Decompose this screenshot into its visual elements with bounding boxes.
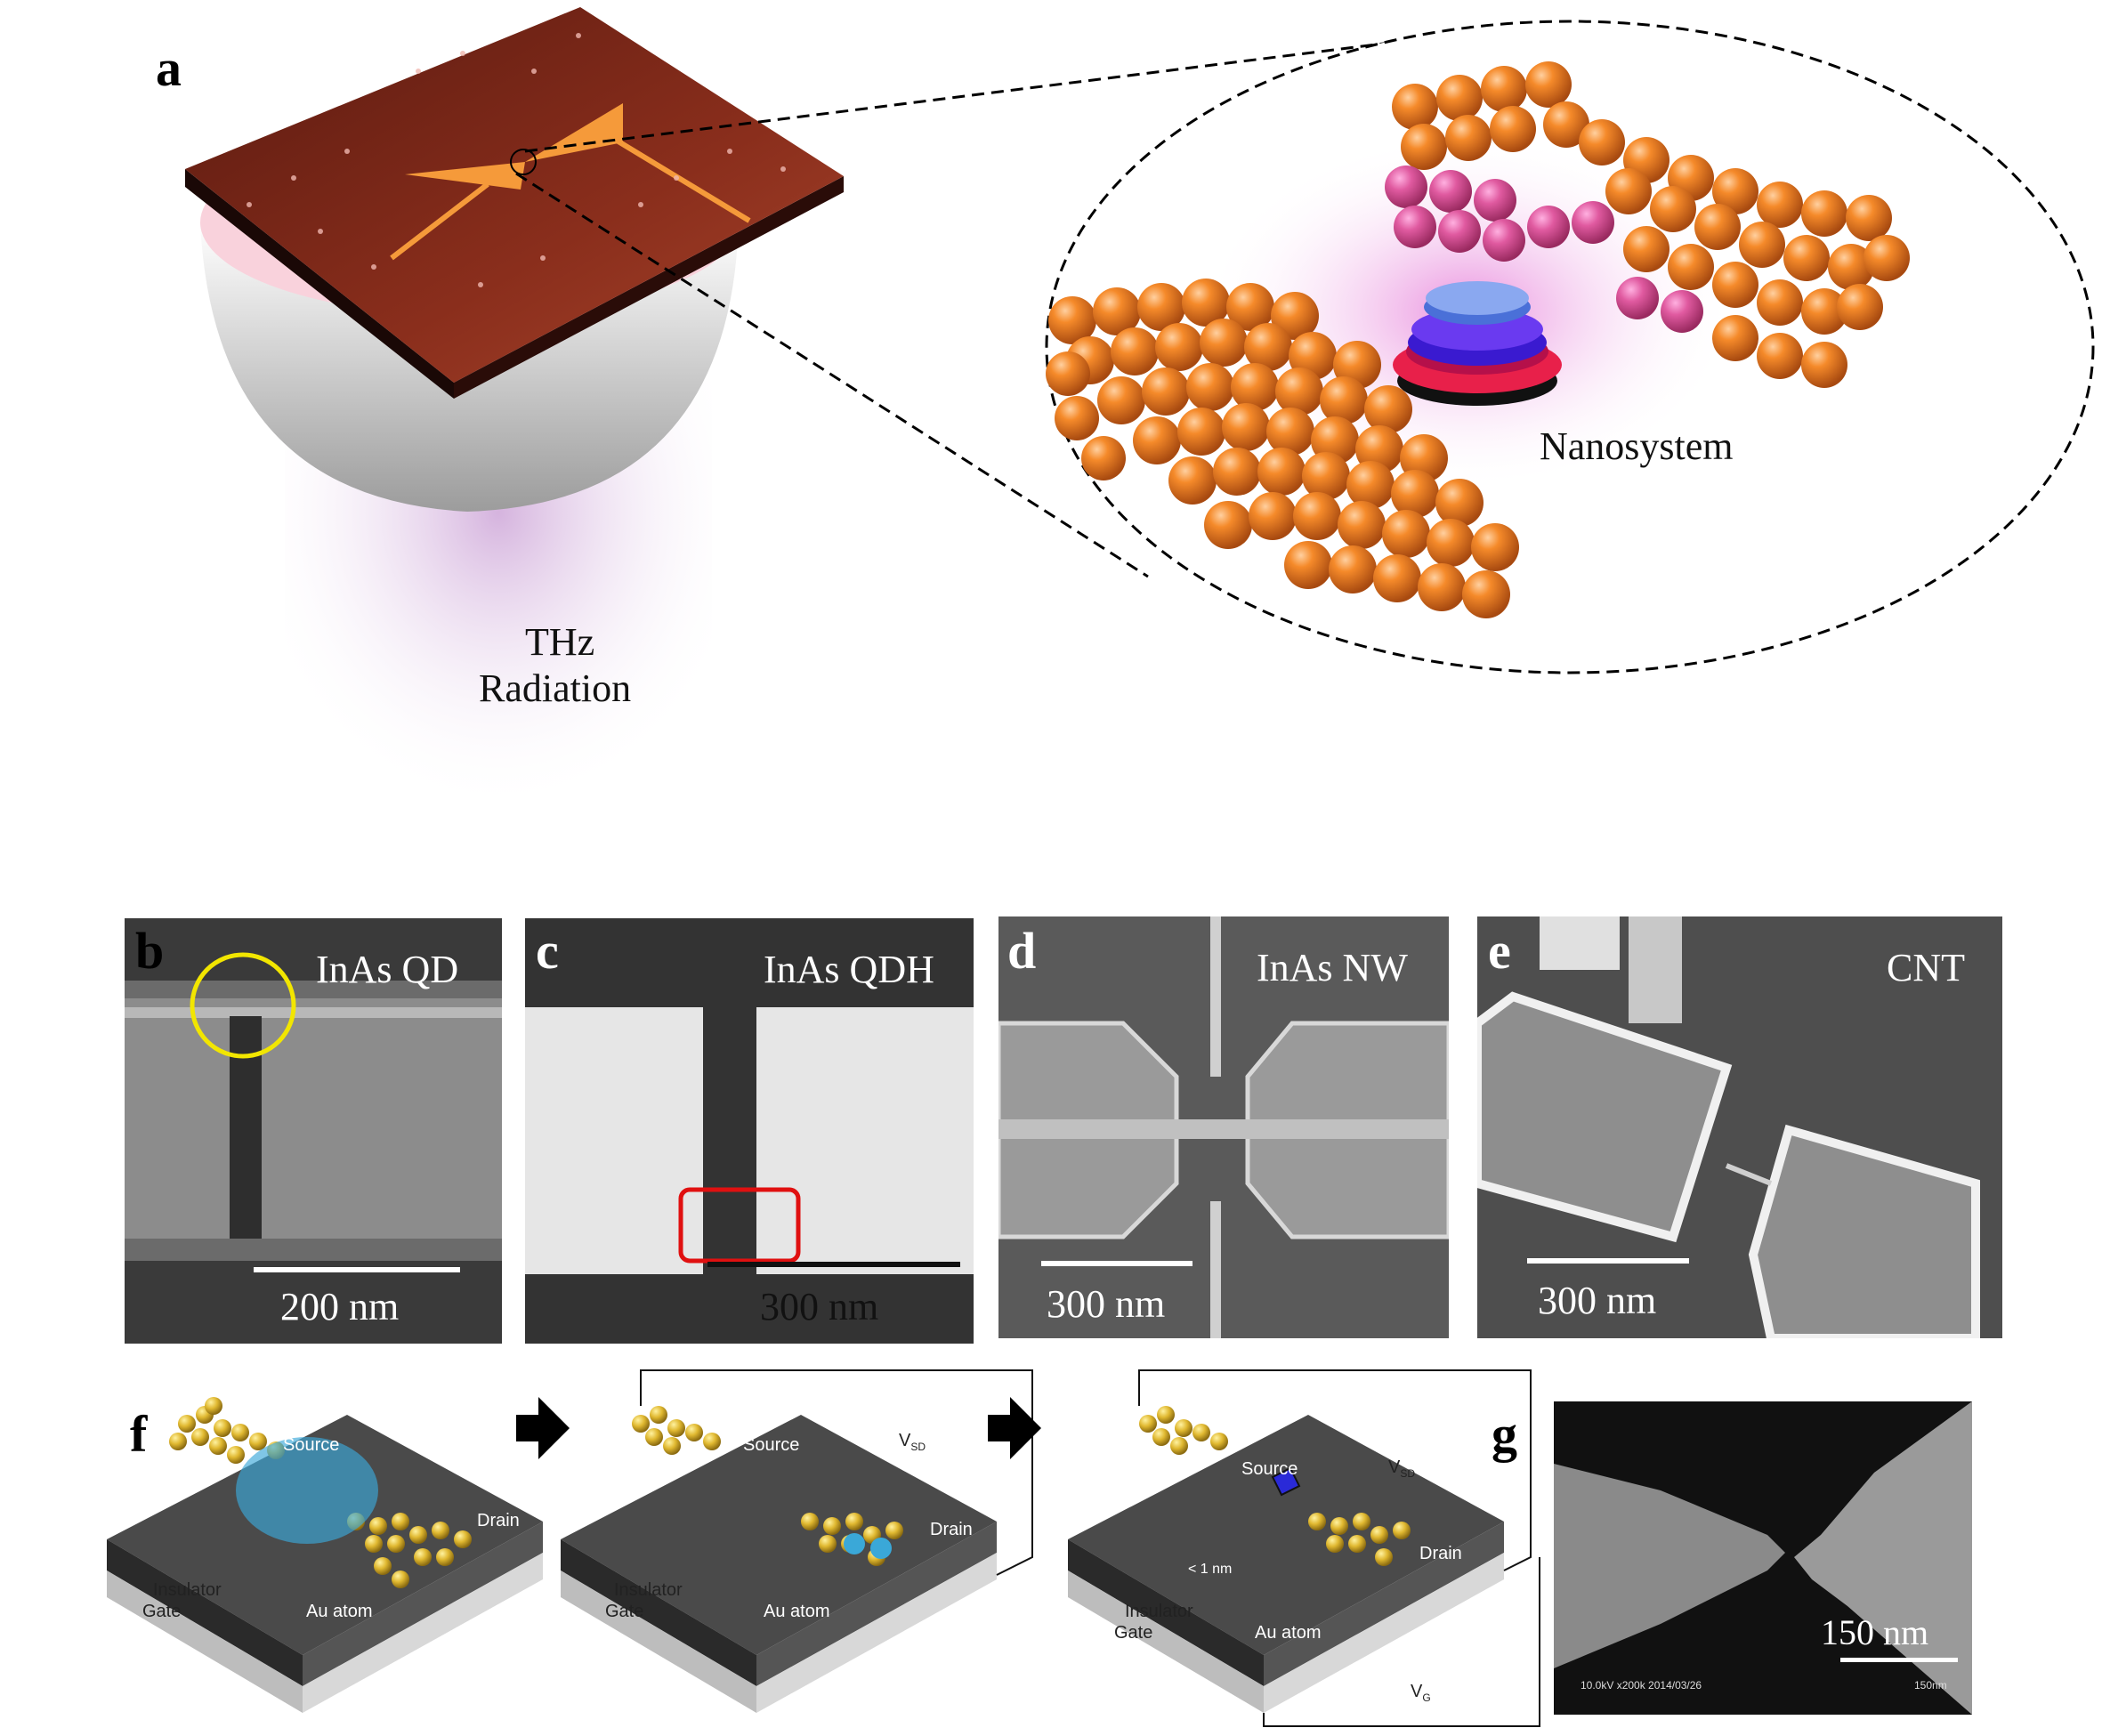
device-stage-2 bbox=[561, 1369, 1033, 1713]
thz-label-line1: THz bbox=[525, 620, 595, 664]
device-stage-3 bbox=[1068, 1369, 1540, 1727]
nanosystem-stack bbox=[1393, 281, 1562, 406]
scale-label-e: 300 nm bbox=[1538, 1279, 1657, 1322]
substrate-side-right bbox=[454, 176, 844, 399]
substrate-side-left bbox=[185, 169, 454, 399]
scale-label-b: 200 nm bbox=[280, 1285, 400, 1328]
device-stage-1 bbox=[107, 1397, 543, 1713]
panel-title-e: CNT bbox=[1887, 946, 1965, 989]
panel-label-e: e bbox=[1488, 922, 1511, 980]
scale-label-g: 150 nm bbox=[1821, 1612, 1929, 1652]
zoom-origin bbox=[510, 149, 537, 175]
qd-highlight-circle bbox=[190, 952, 296, 1059]
scale-bar-b bbox=[254, 1267, 460, 1272]
f3-vg: VG bbox=[1411, 1682, 1431, 1704]
sem-image-e: CNT 300 nm bbox=[1477, 916, 2002, 1338]
f3-drain: Drain bbox=[1419, 1544, 1462, 1563]
f1-atom: Au atom bbox=[306, 1602, 373, 1621]
sem-image-g: 150 nm 10.0kV x200k 2014/03/26 150nm bbox=[1554, 1401, 1972, 1715]
arrow-2 bbox=[988, 1397, 1041, 1459]
panel-title-d: InAs NW bbox=[1257, 946, 1408, 989]
panel-label-b: b bbox=[135, 922, 165, 980]
f3-gate: Gate bbox=[1114, 1623, 1153, 1643]
panel-label-a: a bbox=[156, 39, 182, 97]
f2-source: Source bbox=[743, 1435, 800, 1455]
sem-info-g: 10.0kV x200k 2014/03/26 bbox=[1581, 1679, 1702, 1692]
f1-gate: Gate bbox=[142, 1602, 182, 1621]
f3-gap: < 1 nm bbox=[1188, 1562, 1233, 1577]
panel-title-c: InAs QDH bbox=[764, 948, 934, 991]
f3-source: Source bbox=[1241, 1459, 1298, 1479]
sem-small-scale-g: 150nm bbox=[1914, 1679, 1947, 1692]
scale-bar-d bbox=[1041, 1261, 1192, 1266]
sem-image-c: InAs QDH 300 nm bbox=[525, 918, 974, 1344]
sem-image-d: InAs NW 300 nm bbox=[998, 916, 1449, 1338]
f2-drain: Drain bbox=[930, 1520, 973, 1539]
scale-bar-e bbox=[1527, 1258, 1689, 1264]
scale-label-c: 300 nm bbox=[760, 1285, 879, 1328]
qdh-highlight-box bbox=[678, 1187, 801, 1264]
panel-label-g: g bbox=[1492, 1405, 1517, 1463]
scale-bar-c bbox=[707, 1262, 960, 1267]
thz-label-line2: Radiation bbox=[479, 666, 632, 710]
sem-image-b: InAs QD 200 nm bbox=[125, 918, 502, 1344]
panel-label-c: c bbox=[536, 922, 559, 980]
panel-f-diagrams bbox=[107, 1369, 1540, 1727]
arrow-1 bbox=[516, 1397, 570, 1459]
antenna-left bbox=[405, 162, 525, 190]
f3-vsd: VSD bbox=[1388, 1457, 1416, 1480]
nanosystem-label: Nanosystem bbox=[1540, 424, 1734, 468]
f2-atom: Au atom bbox=[764, 1602, 830, 1621]
scale-label-d: 300 nm bbox=[1047, 1282, 1166, 1326]
f2-gate: Gate bbox=[605, 1602, 644, 1621]
panel-title-b: InAs QD bbox=[316, 948, 459, 991]
f1-insulator: Insulator bbox=[153, 1580, 222, 1600]
substrate-top bbox=[185, 7, 844, 383]
f1-drain: Drain bbox=[477, 1511, 520, 1530]
f2-insulator: Insulator bbox=[614, 1580, 683, 1600]
front-electrode bbox=[1046, 279, 1519, 618]
back-electrode bbox=[1385, 61, 1910, 388]
f3-atom: Au atom bbox=[1255, 1623, 1322, 1643]
panel-a-illustration bbox=[185, 7, 2095, 836]
panel-label-d: d bbox=[1007, 922, 1037, 980]
f2-vsd: VSD bbox=[899, 1431, 926, 1453]
f3-insulator: Insulator bbox=[1125, 1602, 1193, 1621]
f1-source: Source bbox=[283, 1435, 340, 1455]
scale-bar-g bbox=[1840, 1658, 1958, 1662]
panel-label-f: f bbox=[130, 1405, 148, 1463]
